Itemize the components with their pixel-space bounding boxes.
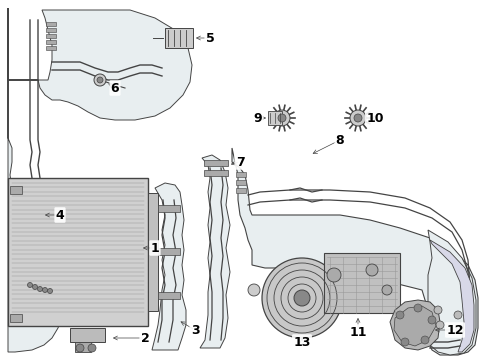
Circle shape (428, 316, 436, 324)
Text: 10: 10 (366, 112, 384, 125)
Bar (46, 40, 56, 44)
Circle shape (88, 344, 96, 352)
Polygon shape (232, 148, 478, 355)
Bar (8, 178, 148, 326)
Circle shape (396, 311, 404, 319)
Bar (158, 248, 180, 255)
Circle shape (414, 304, 422, 312)
Circle shape (274, 110, 290, 126)
Bar (324, 253, 400, 313)
Polygon shape (8, 8, 192, 120)
Bar (70, 328, 105, 342)
Circle shape (401, 338, 409, 346)
Polygon shape (200, 155, 230, 348)
Polygon shape (428, 230, 476, 355)
Circle shape (327, 268, 341, 282)
Bar (158, 205, 180, 212)
Polygon shape (8, 8, 66, 352)
Circle shape (38, 287, 43, 292)
Bar (46, 46, 56, 50)
Circle shape (248, 284, 260, 296)
Text: 11: 11 (349, 325, 367, 338)
Text: 3: 3 (191, 324, 199, 337)
Circle shape (436, 321, 444, 329)
Bar (236, 172, 246, 177)
Bar (158, 292, 180, 299)
Text: 4: 4 (56, 208, 64, 221)
Circle shape (27, 283, 32, 288)
Text: 5: 5 (206, 32, 215, 45)
Polygon shape (390, 300, 440, 350)
Bar (204, 160, 228, 166)
Circle shape (32, 284, 38, 289)
Circle shape (294, 290, 310, 306)
Bar (236, 180, 246, 185)
Bar (236, 188, 246, 193)
Bar (165, 28, 193, 48)
Circle shape (48, 288, 52, 293)
Bar (75, 342, 91, 352)
Text: 7: 7 (236, 156, 245, 168)
Bar (204, 170, 228, 176)
Circle shape (94, 74, 106, 86)
Circle shape (354, 114, 362, 122)
Bar (268, 111, 282, 125)
Polygon shape (152, 183, 186, 350)
Text: 13: 13 (294, 336, 311, 348)
Circle shape (76, 344, 84, 352)
Bar (46, 22, 56, 26)
Circle shape (262, 258, 342, 338)
Text: 2: 2 (141, 332, 149, 345)
Polygon shape (430, 240, 474, 352)
Circle shape (434, 306, 442, 314)
Circle shape (366, 264, 378, 276)
Text: 9: 9 (254, 112, 262, 125)
Circle shape (421, 336, 429, 344)
Circle shape (350, 110, 366, 126)
Bar (46, 34, 56, 38)
Bar (10, 314, 22, 322)
Text: 6: 6 (111, 81, 119, 95)
Circle shape (456, 326, 464, 334)
Bar (46, 28, 56, 32)
Circle shape (278, 114, 286, 122)
Bar (10, 186, 22, 194)
Text: 8: 8 (336, 134, 344, 147)
Text: 12: 12 (446, 324, 464, 337)
Polygon shape (394, 306, 436, 346)
Circle shape (97, 77, 103, 83)
Circle shape (454, 311, 462, 319)
Circle shape (43, 288, 48, 292)
Bar (148, 193, 158, 311)
Circle shape (382, 285, 392, 295)
Text: 1: 1 (150, 242, 159, 255)
